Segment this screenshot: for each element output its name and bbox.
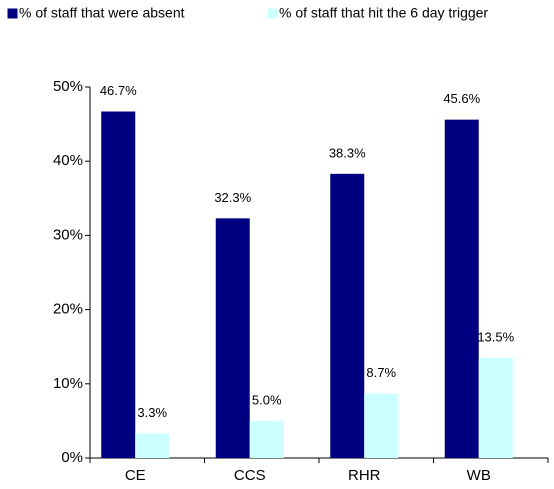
x-tick-label: CCS: [234, 467, 266, 484]
value-label: 5.0%: [252, 392, 282, 407]
bar: [101, 111, 136, 459]
y-tick-label: 20%: [53, 301, 83, 318]
legend-label: % of staff that hit the 6 day trigger: [279, 5, 488, 21]
value-label: 8.7%: [366, 365, 396, 380]
bar: [364, 393, 399, 458]
value-label: 46.7%: [100, 83, 137, 98]
value-label: 13.5%: [477, 329, 514, 344]
legend-label: % of staff that were absent: [19, 5, 185, 21]
value-label: 3.3%: [137, 405, 167, 420]
value-label: 45.6%: [443, 91, 480, 106]
x-tick-label: WB: [467, 467, 491, 484]
y-tick-label: 50%: [53, 78, 83, 95]
value-label: 38.3%: [329, 145, 366, 160]
bar: [330, 173, 365, 458]
bar: [444, 119, 479, 458]
y-tick-label: 40%: [53, 152, 83, 169]
value-label: 32.3%: [214, 190, 251, 205]
bar: [249, 420, 284, 458]
y-tick-label: 10%: [53, 375, 83, 392]
bar: [135, 433, 170, 458]
x-tick-label: RHR: [348, 467, 381, 484]
x-tick-label: CE: [125, 467, 146, 484]
bar: [478, 357, 513, 458]
legend-swatch: [267, 8, 278, 19]
bar: [215, 218, 250, 458]
y-tick-label: 0%: [61, 449, 83, 466]
y-tick-label: 30%: [53, 226, 83, 243]
legend-swatch: [7, 8, 18, 19]
